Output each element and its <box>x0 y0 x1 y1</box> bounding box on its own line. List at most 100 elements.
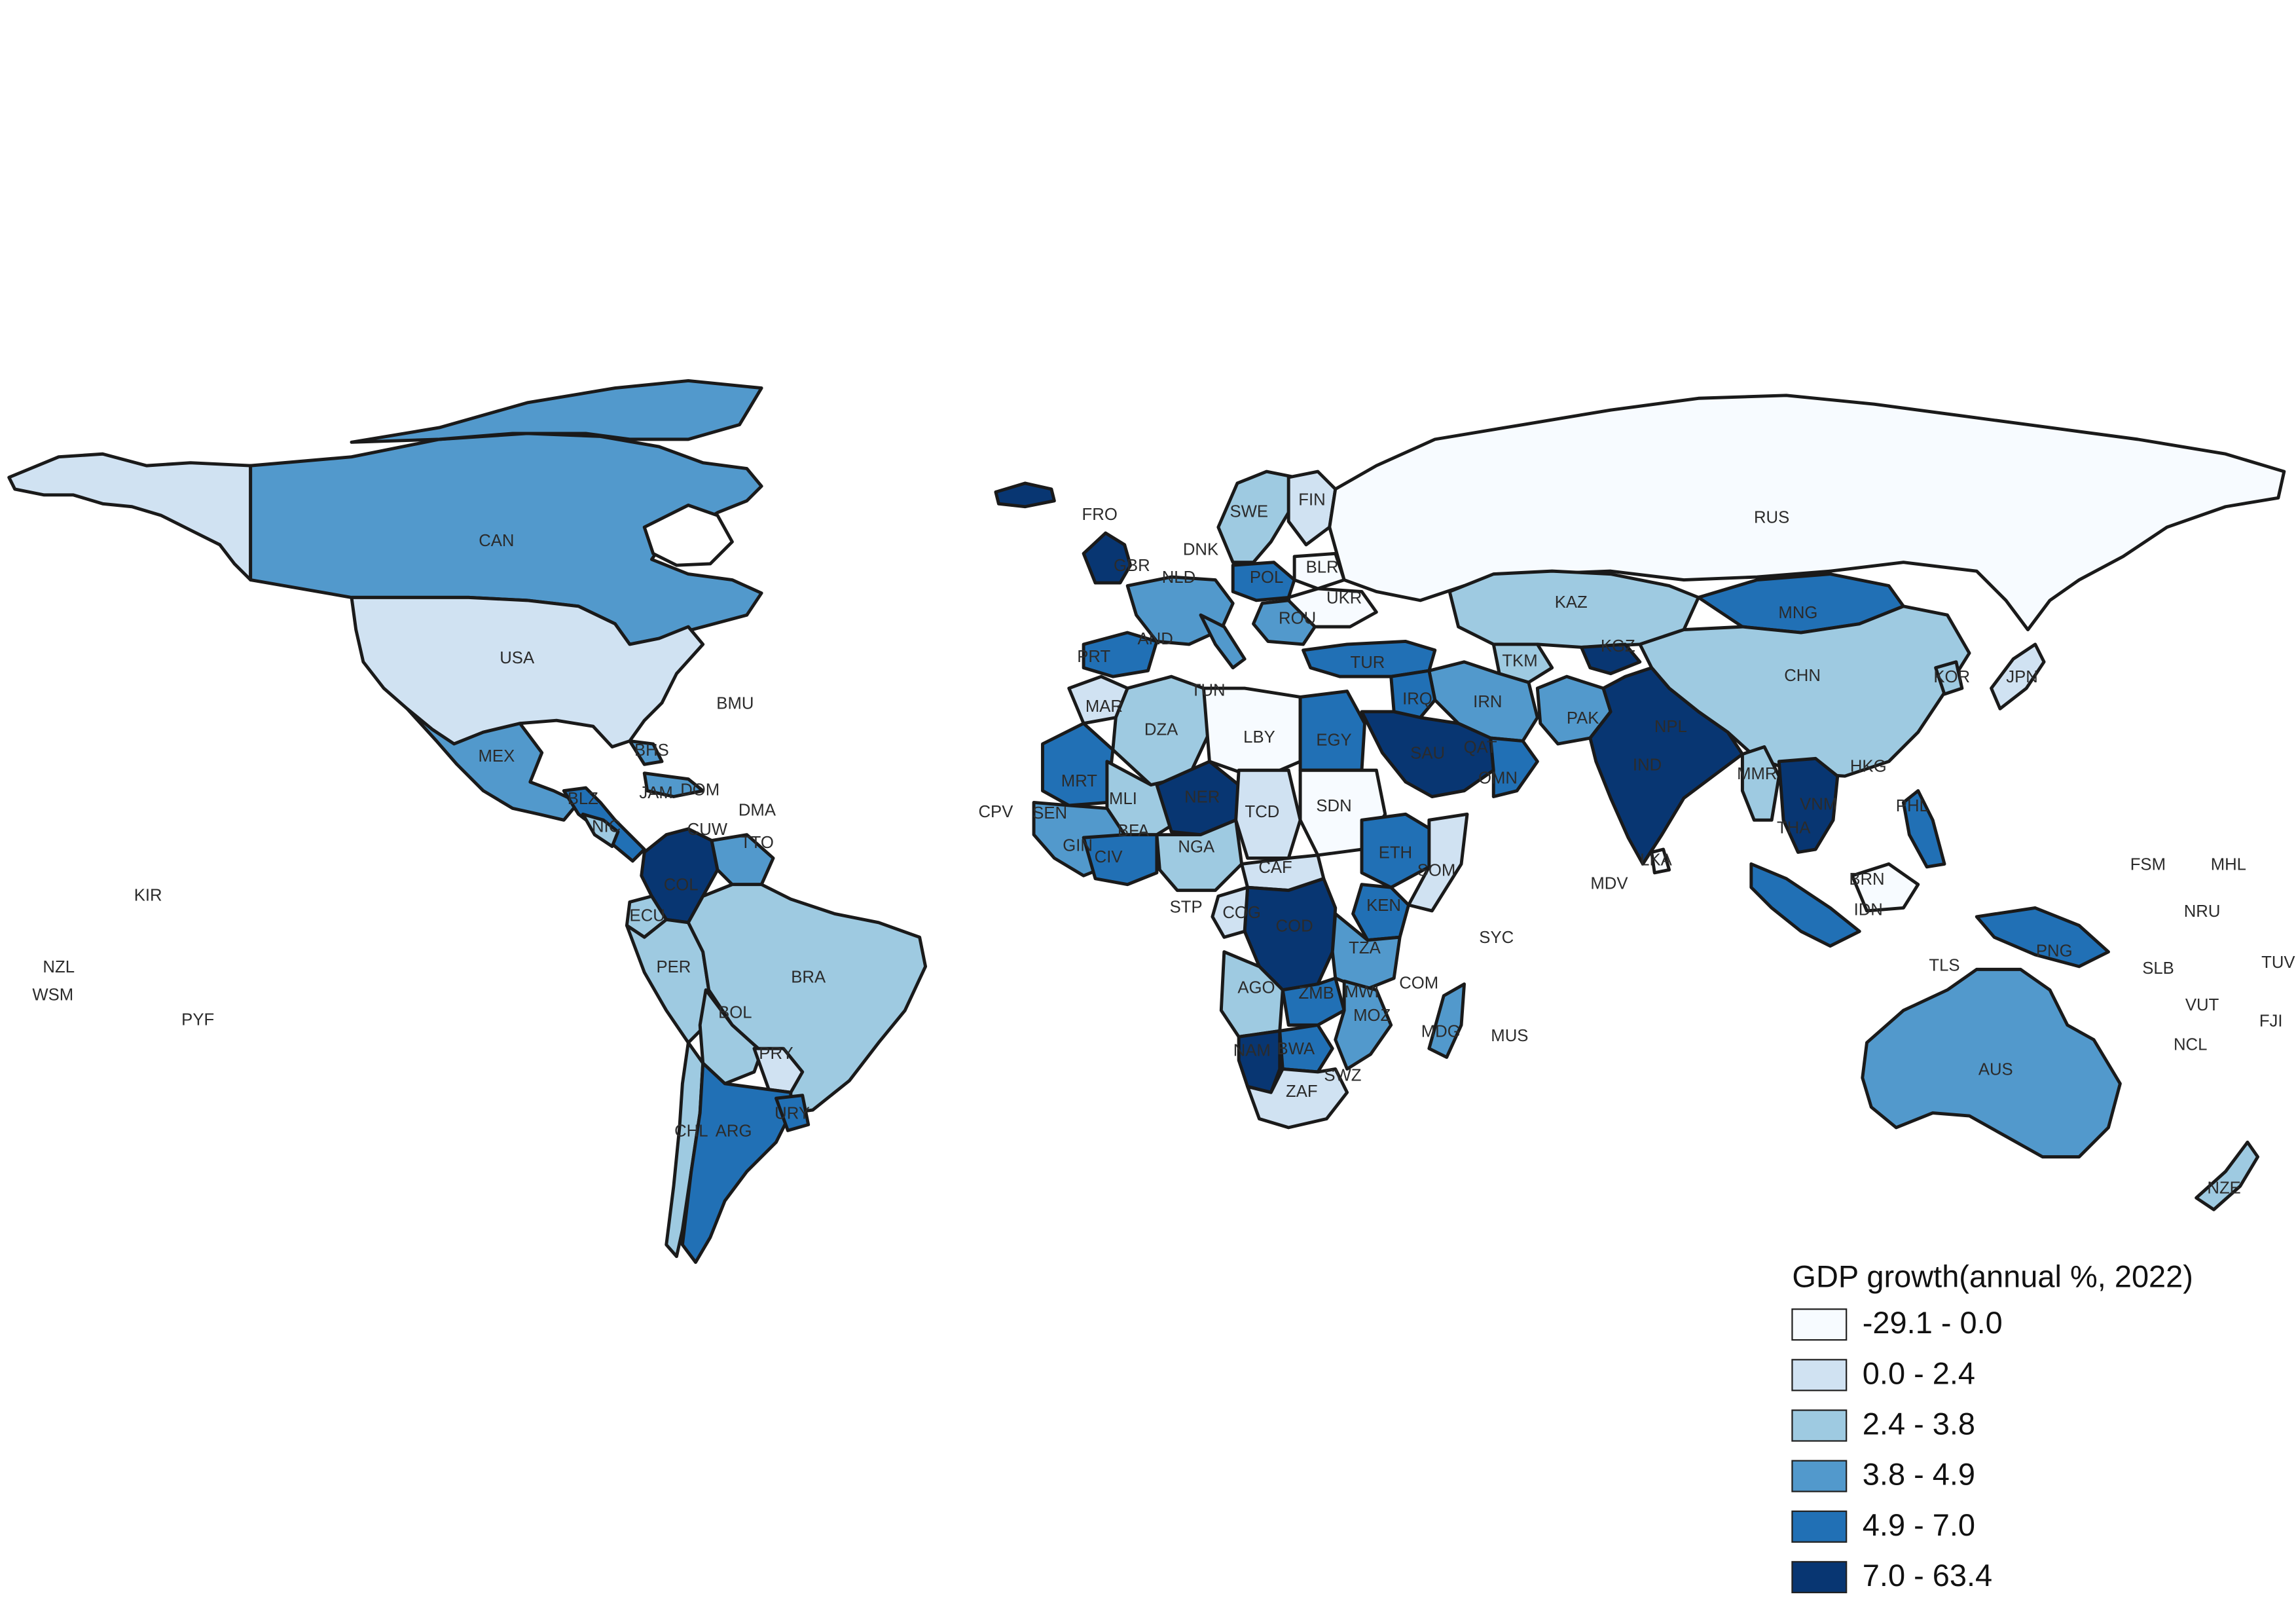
country-label-vnm: VNM <box>1800 796 1837 814</box>
country-shape-zaf[interactable] <box>1246 1067 1349 1130</box>
country-label-nam: NAM <box>1233 1041 1271 1060</box>
country-label-cuw: CUW <box>687 821 728 839</box>
country-shape-kgz[interactable] <box>1579 642 1642 676</box>
country-label-ecu: ECU <box>630 907 665 925</box>
country-label-omn: OMN <box>1478 769 1518 787</box>
country-label-cpv: CPV <box>979 803 1014 821</box>
country-shape-alaska[interactable] <box>7 452 253 582</box>
country-shape-egy[interactable] <box>1298 690 1366 772</box>
country-label-brn: BRN <box>1849 870 1884 889</box>
country-label-ury: URY <box>774 1105 810 1123</box>
country-label-sau: SAU <box>1410 744 1445 762</box>
country-label-bra: BRA <box>791 969 826 987</box>
country-label-mar: MAR <box>1085 697 1123 716</box>
country-label-tcd: TCD <box>1245 803 1280 821</box>
country-shape-pry[interactable] <box>752 1046 805 1094</box>
country-label-col: COL <box>664 876 699 895</box>
country-shape-kor[interactable] <box>1934 660 1964 696</box>
country-shape-idn[interactable] <box>1749 862 1861 948</box>
country-label-kir: KIR <box>134 886 162 904</box>
country-shape-cod[interactable] <box>1243 877 1338 992</box>
country-label-tun: TUN <box>1191 681 1226 699</box>
country-label-fro: FRO <box>1082 506 1118 524</box>
country-shape-irn[interactable] <box>1427 660 1539 743</box>
country-label-ken: KEN <box>1366 896 1401 915</box>
country-shape-aus[interactable] <box>1861 967 2122 1159</box>
country-label-caf: CAF <box>1258 858 1292 877</box>
country-label-wsm: WSM <box>32 986 73 1004</box>
country-label-egy: EGY <box>1316 731 1351 749</box>
country-shape-som[interactable] <box>1407 812 1469 913</box>
legend-item: -29.1 - 0.0 <box>1791 1305 2003 1341</box>
country-shape-mdg[interactable] <box>1427 982 1466 1060</box>
country-label-dom: DOM <box>680 781 720 799</box>
country-label-pyf: PYF <box>181 1010 214 1029</box>
country-label-mwi: MWI <box>1345 983 1379 1001</box>
country-shape-png[interactable] <box>1975 906 2110 969</box>
country-label-qat: QAT <box>1464 739 1497 757</box>
country-shape-rou[interactable] <box>1252 599 1317 646</box>
country-label-ncl: NCL <box>2174 1035 2207 1054</box>
country-label-stp: STP <box>1170 898 1203 916</box>
legend-item: 4.9 - 7.0 <box>1791 1507 1975 1543</box>
country-label-jam: JAM <box>639 784 672 802</box>
country-label-gbr: GBR <box>1114 557 1150 575</box>
country-shape-gbr[interactable] <box>1082 531 1133 585</box>
country-label-mhl: MHL <box>2211 855 2246 874</box>
country-shape-moz[interactable] <box>1334 979 1393 1071</box>
country-label-com: COM <box>1399 974 1438 993</box>
country-label-pry: PRY <box>759 1044 793 1063</box>
country-shape-seasia[interactable] <box>1777 756 1840 854</box>
country-label-chn: CHN <box>1784 667 1821 685</box>
legend-swatch <box>1791 1359 1848 1392</box>
country-shape-phl[interactable] <box>1901 789 1946 869</box>
country-shape-caribbean[interactable] <box>642 771 705 798</box>
country-label-tha: THA <box>1777 819 1811 838</box>
country-shape-jpn[interactable] <box>1990 642 2046 710</box>
country-shape-bhs[interactable] <box>628 739 664 766</box>
country-label-zaf: ZAF <box>1286 1082 1318 1101</box>
country-shape-nic[interactable] <box>581 812 620 849</box>
country-shape-ita[interactable] <box>1199 613 1247 670</box>
country-label-ind: IND <box>1633 756 1662 774</box>
country-label-blz: BLZ <box>568 790 598 808</box>
country-shape-mmr[interactable] <box>1740 745 1781 822</box>
country-shape-ury[interactable] <box>774 1094 811 1132</box>
country-shape-bwa[interactable] <box>1278 1023 1334 1074</box>
country-shape-nga[interactable] <box>1155 818 1244 893</box>
country-label-tuv: TUV <box>2261 953 2295 972</box>
country-shape-ibr[interactable] <box>1082 631 1159 678</box>
country-shape-can-islands[interactable] <box>350 378 763 444</box>
country-shape-cog[interactable] <box>1211 885 1250 939</box>
country-shape-nze[interactable] <box>2195 1140 2260 1211</box>
country-label-ukr: UKR <box>1326 589 1362 607</box>
country-shapes <box>7 378 2286 1264</box>
country-label-som: SOM <box>1417 861 1456 879</box>
country-shape-omn[interactable] <box>1489 736 1539 798</box>
country-label-nru: NRU <box>2184 902 2221 921</box>
country-shape-nam[interactable] <box>1237 1029 1282 1094</box>
country-shape-greenland[interactable] <box>642 504 734 567</box>
legend-items: -29.1 - 0.0 0.0 - 2.4 2.4 - 3.8 3.8 - 4.9 4.… <box>1791 1305 2003 1594</box>
country-shape-ind[interactable] <box>1588 666 1744 866</box>
country-label-pol: POL <box>1250 568 1283 587</box>
country-shape-blr[interactable] <box>1292 551 1346 591</box>
country-shape-irq[interactable] <box>1389 669 1437 720</box>
legend-label: -29.1 - 0.0 <box>1863 1305 2003 1340</box>
country-shape-brn[interactable] <box>1850 862 1920 913</box>
country-shape-isl[interactable] <box>994 481 1056 509</box>
country-shape-tkm[interactable] <box>1491 642 1554 684</box>
legend-label: 7.0 - 63.4 <box>1863 1558 1992 1593</box>
country-label-phl: PHL <box>1896 797 1929 815</box>
country-label-gin: GIN <box>1063 836 1093 855</box>
country-shape-civ[interactable] <box>1082 833 1159 887</box>
country-label-dnk: DNK <box>1183 541 1218 559</box>
country-shape-tza[interactable] <box>1330 912 1402 992</box>
country-label-mrt: MRT <box>1061 772 1098 790</box>
country-label-irn: IRN <box>1473 693 1502 711</box>
country-shape-bol[interactable] <box>698 988 763 1086</box>
country-shape-lka[interactable] <box>1650 847 1671 875</box>
country-label-mdg: MDG <box>1421 1022 1461 1041</box>
country-shape-arg[interactable] <box>680 1061 793 1264</box>
country-shape-mrt[interactable] <box>1041 722 1115 807</box>
